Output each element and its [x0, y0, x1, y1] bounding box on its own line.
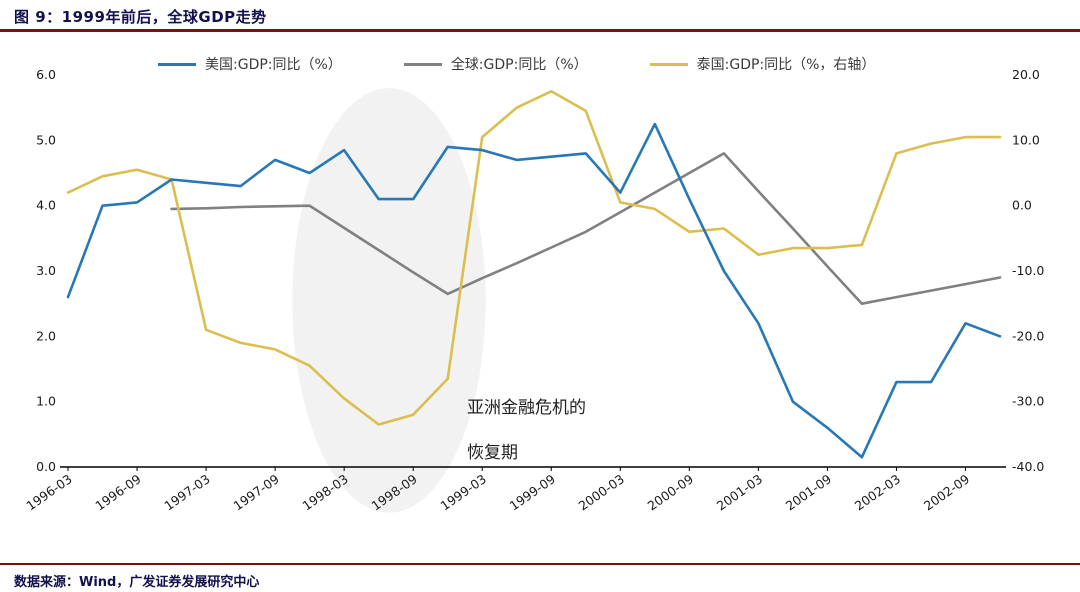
x-axis-label: 1999-09: [507, 471, 558, 513]
legend-label-1: 全球:GDP:同比（%）: [450, 57, 588, 73]
legend-label-0: 美国:GDP:同比（%）: [205, 57, 342, 73]
global-gdp-line: [170, 152, 1002, 305]
title-divider-rule: [0, 29, 1080, 32]
x-axis-label: 1996-03: [23, 471, 74, 513]
chart-legend: 美国:GDP:同比（%） 全球:GDP:同比（%） 泰国:GDP:同比（%，右轴）: [158, 54, 875, 74]
legend-swatch-0: [158, 62, 196, 66]
right-axis-label: -10.0: [1012, 263, 1044, 278]
left-axis-label: 1.0: [36, 394, 56, 409]
x-axis-label: 2000-09: [645, 471, 696, 513]
right-axis-label: 20.0: [1012, 67, 1040, 82]
x-axis-label: 1996-09: [92, 471, 143, 513]
us-gdp-line: [66, 122, 1002, 459]
crisis-recovery-annotation: 亚洲金融危机的 恢复期: [467, 386, 586, 476]
x-axis-label: 1999-03: [438, 471, 489, 513]
left-axis-label: 2.0: [36, 328, 56, 343]
legend-swatch-2: [649, 62, 688, 66]
left-axis-label: 4.0: [36, 198, 56, 213]
right-axis-label: -40.0: [1012, 459, 1044, 474]
right-axis-label: 10.0: [1012, 132, 1040, 147]
x-axis-label: 2002-03: [852, 471, 903, 513]
legend-swatch-1: [403, 62, 442, 66]
x-axis-label: 2001-09: [783, 471, 834, 513]
thailand-gdp-line: [66, 90, 1002, 426]
x-axis-label: 1997-03: [161, 471, 212, 513]
left-axis-label: 0.0: [36, 459, 56, 474]
left-axis-label: 5.0: [36, 132, 56, 147]
annotation-line-2: 恢复期: [467, 443, 518, 463]
annotation-line-1: 亚洲金融危机的: [467, 398, 586, 418]
right-axis-label: 0.0: [1012, 198, 1032, 213]
x-axis-label: 1998-03: [299, 471, 350, 513]
legend-item-1: 全球:GDP:同比（%）: [403, 54, 588, 74]
legend-item-0: 美国:GDP:同比（%）: [158, 54, 342, 74]
x-axis-label: 2002-09: [921, 471, 972, 513]
data-source-note: 数据来源：Wind，广发证券发展研究中心: [14, 575, 260, 590]
left-axis-label: 3.0: [36, 263, 56, 278]
x-axis-label: 2001-03: [714, 471, 765, 513]
x-axis-label: 1997-09: [230, 471, 281, 513]
footer-divider-rule: [0, 563, 1080, 565]
highlight-ellipse: [292, 88, 486, 513]
chart-title: 图 9：1999年前后，全球GDP走势: [14, 8, 267, 26]
right-axis-label: -20.0: [1012, 328, 1044, 343]
legend-item-2: 泰国:GDP:同比（%，右轴）: [649, 54, 876, 74]
x-axis-label: 2000-03: [576, 471, 627, 513]
right-axis-label: -30.0: [1012, 394, 1044, 409]
left-axis-label: 6.0: [36, 67, 56, 82]
legend-label-2: 泰国:GDP:同比（%，右轴）: [696, 57, 876, 73]
